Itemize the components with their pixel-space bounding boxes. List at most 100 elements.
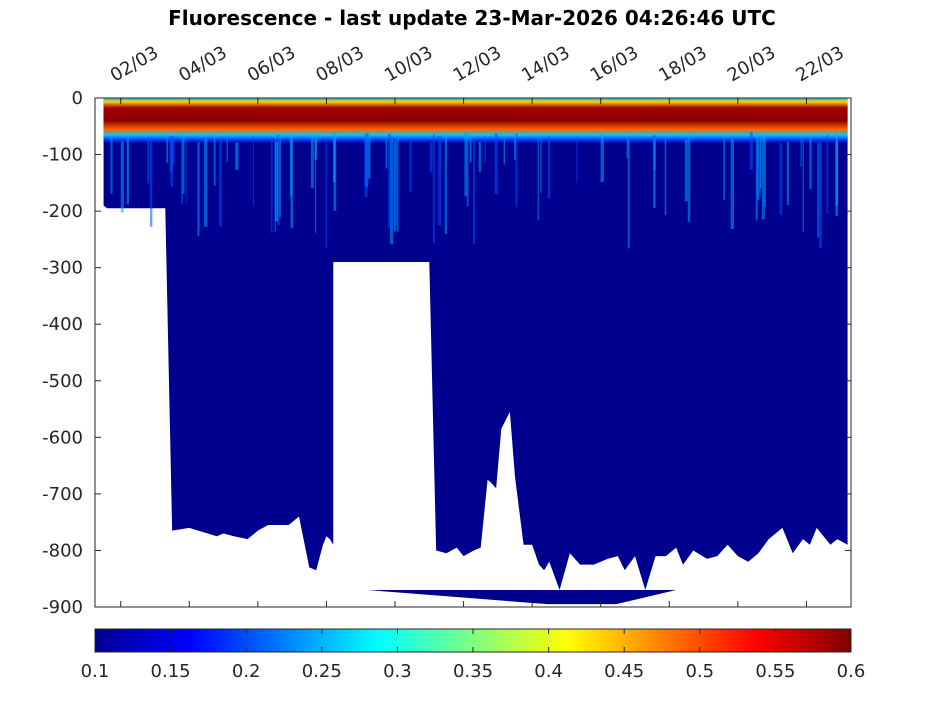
profile-streak [171,136,175,164]
profile-streak [469,135,472,163]
profile-streak [219,139,222,227]
profile-streak [757,134,760,200]
y-tick-label: -700 [42,484,83,505]
profile-streak [438,135,442,226]
profile-streak [547,136,551,199]
profile-streak [826,134,829,214]
x-tick-label: 08/03 [312,42,367,86]
y-tick-label: -200 [42,201,83,222]
profile-streak [314,137,318,160]
profile-streak [235,142,239,170]
profile-streak [484,136,486,163]
profile-streak [213,133,216,186]
profile-streak [758,137,762,198]
deep-profile-fill [367,590,677,605]
profile-streak [276,135,281,225]
colorbar-tick-label: 0.2 [232,661,261,682]
x-tick-label: 14/03 [518,42,573,86]
profile-streak [252,135,254,206]
profile-streak [687,135,691,222]
profile-streak [809,136,812,189]
profile-streak [364,142,368,197]
profile-streak [166,134,169,163]
profile-streak [197,142,200,237]
x-tick-label: 10/03 [381,42,436,86]
profile-streak [515,133,518,208]
profile-streak [626,134,628,159]
profile-streak [387,133,391,229]
data-gap [333,262,419,607]
colorbar-ticks: 0.1 0.15 0.2 0.25 0.3 0.35 0.4 0.45 0.5 0.55 0.6 [81,629,866,682]
colorbar-tick-label: 0.5 [685,661,714,682]
profile-streak [444,133,447,235]
profile-streak [684,139,688,202]
colorbar: 0.1 0.15 0.2 0.25 0.3 0.35 0.4 0.45 0.5 0.55 0.6 [81,628,866,682]
profile-streak [779,143,783,216]
profile-streak [310,134,314,189]
profile-streak [764,132,766,207]
profile-streak [147,137,150,184]
profile-streak [333,132,337,211]
profile-streak [600,133,605,182]
profile-streak [540,139,542,193]
profile-streak [385,137,388,169]
profile-streak [835,133,839,216]
profile-streak [473,139,476,245]
plot-frame [94,97,852,608]
colorbar-tick-label: 0.1 [81,661,110,682]
x-tick-label: 12/03 [450,42,505,86]
profile-streak [199,141,201,231]
profile-streak [819,141,822,249]
colorbar-tick-label: 0.4 [534,661,563,682]
profile-streak [537,137,539,220]
chart-title: Fluorescence - last update 23-Mar-2026 0… [168,6,776,30]
profile-streak [325,138,327,248]
plot-area [94,97,852,608]
profile-streak [395,140,398,225]
profile-streak [290,134,294,229]
profile-streak [800,135,802,167]
colorbar-tick-label: 0.6 [837,661,866,682]
profile-streak [367,135,371,179]
x-tick-label: 22/03 [792,42,847,86]
x-tick-label: 02/03 [107,42,162,86]
profile-streak [393,140,397,232]
profile-streak [664,133,667,216]
profile-streak [478,141,482,172]
profile-streak [396,133,399,232]
profile-streak [723,136,725,201]
profile-streak [653,137,656,209]
profile-streak [181,140,183,205]
colorbar-tick-label: 0.3 [383,661,412,682]
profile-streak [314,139,317,233]
colorbar-tick-label: 0.15 [151,661,191,682]
profile-streak [110,138,113,194]
profile-streak [182,134,185,194]
profile-streak [760,134,762,189]
colorbar-tick-label: 0.55 [755,661,795,682]
profile-streak [755,132,758,221]
colorbar-tick-label: 0.35 [453,661,493,682]
surface-layer [103,98,848,144]
y-tick-label: -500 [42,371,83,392]
profile-streak [494,133,498,195]
profile-streak [464,131,467,197]
profile-streak [226,138,228,162]
x-tick-label: 18/03 [655,42,710,86]
profile-streak [274,141,279,222]
y-tick-label: 0 [72,88,83,109]
profile-streak [126,136,130,205]
profile-streak [185,136,187,203]
profile-streak [503,137,505,165]
profile-streak [786,141,789,206]
fluorescence-field [103,98,848,591]
profile-streak [817,142,819,238]
profile-streak [730,138,734,229]
profile-streak [390,139,394,245]
y-tick-label: -600 [42,427,83,448]
profile-streak [271,139,273,233]
profile-streak [170,136,174,188]
profile-streak [204,138,208,227]
y-tick-label: -300 [42,258,83,279]
y-tick-label: -800 [42,540,83,561]
